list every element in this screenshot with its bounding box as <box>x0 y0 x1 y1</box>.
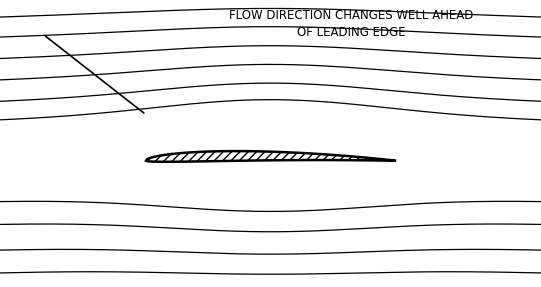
Text: FLOW DIRECTION CHANGES WELL AHEAD
OF LEADING EDGE: FLOW DIRECTION CHANGES WELL AHEAD OF LEA… <box>229 9 474 39</box>
Polygon shape <box>146 151 395 162</box>
